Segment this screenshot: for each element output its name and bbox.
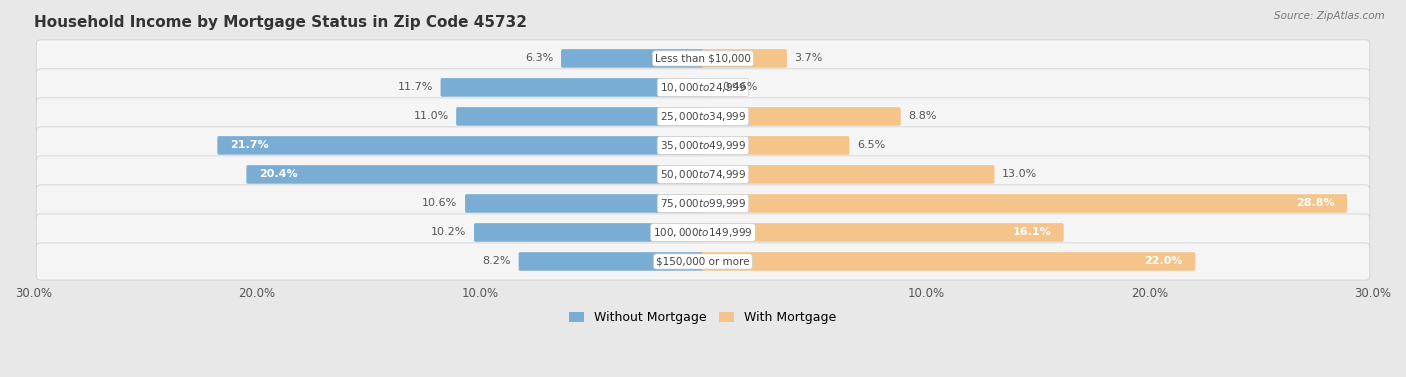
Text: $35,000 to $49,999: $35,000 to $49,999 [659, 139, 747, 152]
Text: 8.2%: 8.2% [482, 256, 510, 267]
FancyBboxPatch shape [702, 223, 1063, 242]
FancyBboxPatch shape [561, 49, 704, 68]
Text: 8.8%: 8.8% [908, 112, 936, 121]
FancyBboxPatch shape [702, 49, 787, 68]
FancyBboxPatch shape [37, 243, 1369, 280]
Text: 6.5%: 6.5% [858, 141, 886, 150]
Legend: Without Mortgage, With Mortgage: Without Mortgage, With Mortgage [564, 306, 842, 329]
Text: 11.7%: 11.7% [398, 83, 433, 92]
Text: $100,000 to $149,999: $100,000 to $149,999 [654, 226, 752, 239]
FancyBboxPatch shape [37, 40, 1369, 77]
FancyBboxPatch shape [702, 78, 714, 97]
FancyBboxPatch shape [465, 194, 704, 213]
Text: 10.2%: 10.2% [432, 227, 467, 238]
Text: 22.0%: 22.0% [1144, 256, 1182, 267]
FancyBboxPatch shape [456, 107, 704, 126]
FancyBboxPatch shape [37, 214, 1369, 251]
Text: 13.0%: 13.0% [1002, 169, 1038, 179]
FancyBboxPatch shape [37, 185, 1369, 222]
Text: $75,000 to $99,999: $75,000 to $99,999 [659, 197, 747, 210]
FancyBboxPatch shape [702, 165, 994, 184]
Text: $10,000 to $24,999: $10,000 to $24,999 [659, 81, 747, 94]
FancyBboxPatch shape [37, 69, 1369, 106]
Text: 10.6%: 10.6% [422, 198, 457, 208]
Text: Less than $10,000: Less than $10,000 [655, 54, 751, 63]
FancyBboxPatch shape [702, 107, 901, 126]
Text: $50,000 to $74,999: $50,000 to $74,999 [659, 168, 747, 181]
FancyBboxPatch shape [702, 194, 1347, 213]
FancyBboxPatch shape [440, 78, 704, 97]
Text: $150,000 or more: $150,000 or more [657, 256, 749, 267]
Text: Household Income by Mortgage Status in Zip Code 45732: Household Income by Mortgage Status in Z… [34, 15, 526, 30]
FancyBboxPatch shape [246, 165, 704, 184]
FancyBboxPatch shape [218, 136, 704, 155]
FancyBboxPatch shape [37, 98, 1369, 135]
FancyBboxPatch shape [519, 252, 704, 271]
FancyBboxPatch shape [702, 136, 849, 155]
Text: $25,000 to $34,999: $25,000 to $34,999 [659, 110, 747, 123]
Text: 0.46%: 0.46% [723, 83, 758, 92]
FancyBboxPatch shape [702, 252, 1195, 271]
Text: 20.4%: 20.4% [259, 169, 298, 179]
Text: 16.1%: 16.1% [1012, 227, 1052, 238]
Text: 21.7%: 21.7% [231, 141, 269, 150]
FancyBboxPatch shape [37, 156, 1369, 193]
Text: 6.3%: 6.3% [526, 54, 554, 63]
Text: Source: ZipAtlas.com: Source: ZipAtlas.com [1274, 11, 1385, 21]
Text: 3.7%: 3.7% [794, 54, 823, 63]
Text: 11.0%: 11.0% [413, 112, 449, 121]
Text: 28.8%: 28.8% [1296, 198, 1334, 208]
FancyBboxPatch shape [37, 127, 1369, 164]
FancyBboxPatch shape [474, 223, 704, 242]
